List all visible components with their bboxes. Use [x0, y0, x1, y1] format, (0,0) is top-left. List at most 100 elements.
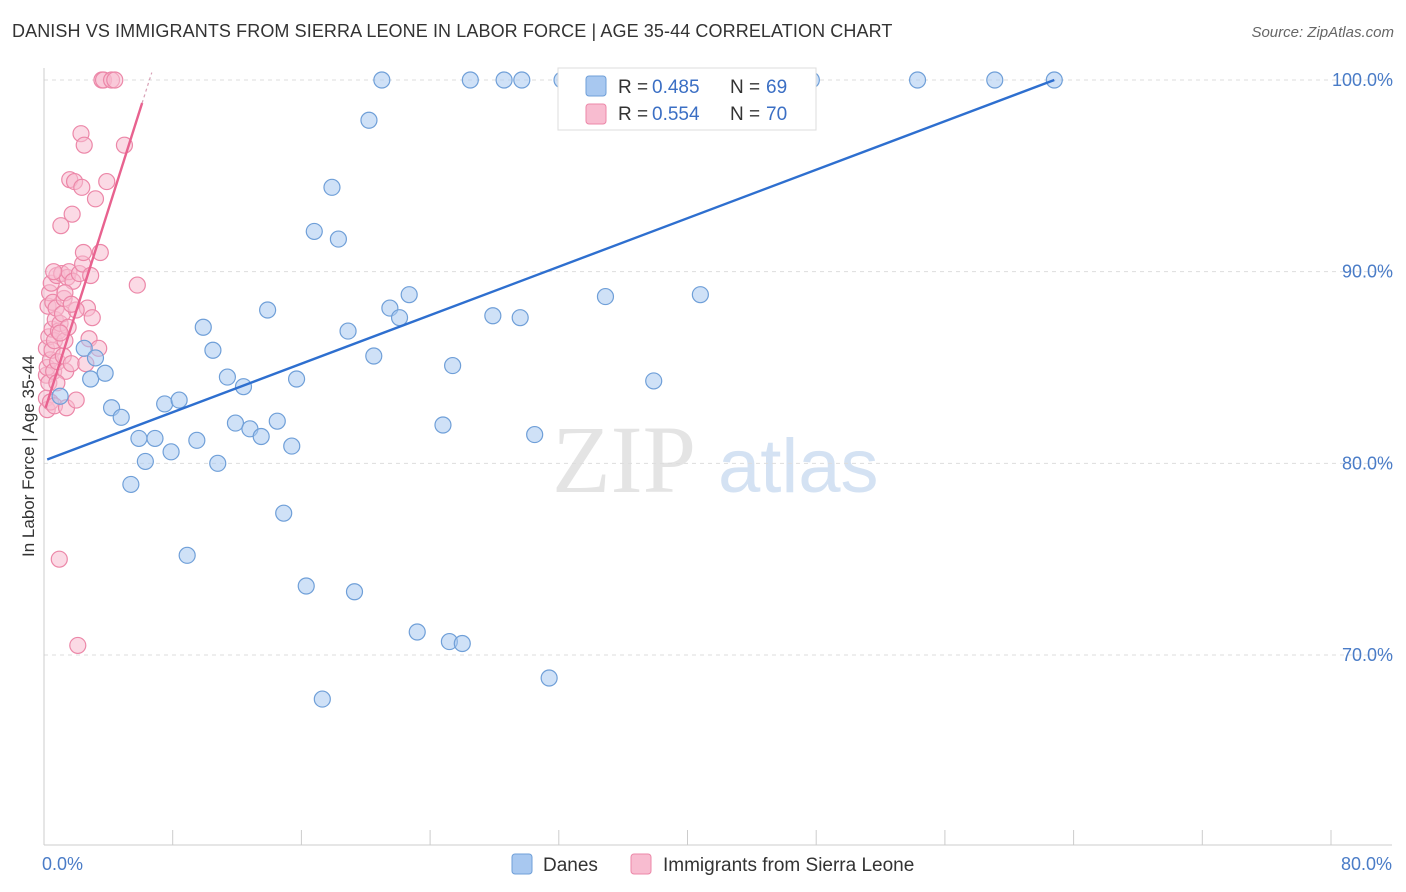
sierra-point-47 [74, 243, 93, 262]
dane-point-4 [96, 364, 114, 382]
y-tick-label-100: 100.0% [1332, 70, 1393, 90]
x-ticks [43, 830, 1332, 845]
dane-point-35 [345, 583, 364, 601]
legend-box: R = 0.485 N = 69 R = 0.554 N = 70 [557, 67, 817, 131]
dane-point-59 [596, 287, 615, 306]
x-tick-label-min: 0.0% [42, 854, 83, 874]
watermark-atlas: atlas [718, 424, 879, 509]
dane-point-1 [75, 339, 93, 357]
dane-point-34 [339, 322, 357, 340]
dane-point-28 [287, 370, 306, 388]
sierra-trend-extension [141, 72, 153, 104]
x-tick-label-max: 80.0% [1341, 854, 1392, 874]
legend-swatch-sierra [585, 103, 607, 125]
sierra-point-38 [63, 205, 81, 223]
sierra-point-42 [69, 636, 87, 655]
dane-point-26 [275, 504, 293, 522]
dane-point-13 [170, 391, 188, 409]
dane-point-24 [259, 301, 277, 319]
dane-point-36 [360, 111, 378, 129]
dane-point-48 [484, 307, 502, 325]
dane-point-61 [645, 372, 663, 390]
sierra-point-41 [67, 391, 85, 409]
dane-point-15 [188, 431, 206, 449]
bottom-legend-swatch-sierra [630, 853, 652, 875]
dane-point-7 [122, 475, 140, 494]
dane-point-50 [511, 309, 529, 327]
bottom-legend: Danes Immigrants from Sierra Leone [511, 853, 914, 876]
dane-point-52 [526, 425, 544, 444]
source-label: Source: ZipAtlas.com [1251, 24, 1394, 41]
trend-lines [44, 72, 1055, 461]
sierra-point-23 [50, 550, 68, 568]
y-tick-label-90: 90.0% [1342, 262, 1393, 282]
dane-point-30 [305, 222, 323, 241]
sierra-point-37 [62, 355, 80, 373]
sierra-point-52 [83, 309, 101, 327]
dane-point-11 [156, 395, 174, 413]
dane-point-6 [112, 408, 130, 426]
dane-point-2 [82, 370, 100, 388]
y-tick-labels: 70.0% 80.0% 90.0% 100.0% [1332, 70, 1393, 665]
danes-points [51, 71, 1063, 708]
dane-point-66 [908, 71, 927, 89]
sierra-point-62 [128, 276, 146, 294]
sierra-point-25 [52, 217, 70, 235]
dane-point-31 [313, 690, 331, 708]
chart-title: DANISH VS IMMIGRANTS FROM SIERRA LEONE I… [12, 21, 893, 41]
dane-point-20 [226, 414, 245, 432]
watermark-zip: ZIP [552, 406, 696, 513]
dane-point-19 [218, 368, 236, 386]
legend-n-value-danes: 69 [766, 77, 787, 98]
legend-r-value-sierra: 0.554 [652, 104, 700, 125]
dane-point-33 [329, 230, 348, 248]
dane-point-40 [390, 309, 409, 327]
dane-point-32 [323, 178, 341, 196]
sierra-point-53 [86, 190, 105, 208]
legend-n-label-danes: N = [730, 77, 760, 98]
bottom-legend-label-sierra: Immigrants from Sierra Leone [663, 855, 914, 876]
dane-point-46 [453, 634, 471, 653]
legend-r-label-sierra: R = [618, 104, 648, 125]
dane-point-51 [513, 71, 531, 89]
legend-n-value-sierra: 70 [766, 104, 787, 125]
dane-point-12 [162, 443, 180, 461]
dane-point-16 [194, 318, 212, 336]
legend-swatch-danes [585, 75, 607, 97]
dane-point-45 [444, 356, 462, 375]
dane-point-18 [209, 454, 227, 472]
sierra-point-63 [51, 324, 69, 342]
dane-point-53 [540, 669, 558, 687]
bottom-legend-swatch-danes [511, 853, 533, 875]
sierra-point-67 [45, 263, 63, 281]
sierra-point-58 [98, 172, 116, 191]
sierra-point-60 [106, 71, 124, 89]
dane-point-25 [268, 412, 286, 430]
y-tick-label-70: 70.0% [1342, 645, 1393, 665]
dane-point-14 [178, 546, 196, 564]
dane-point-9 [136, 452, 154, 471]
dane-trend-line [46, 78, 1055, 461]
dane-point-3 [86, 349, 105, 367]
dane-point-27 [283, 437, 301, 455]
dane-point-23 [252, 427, 270, 446]
dane-point-43 [434, 416, 452, 434]
legend-n-label-sierra: N = [730, 104, 760, 125]
dane-point-29 [297, 577, 315, 595]
y-axis-label: In Labor Force | Age 35-44 [19, 355, 38, 557]
dane-point-17 [204, 341, 222, 359]
dane-point-0 [51, 387, 69, 405]
sierra-trend-line [44, 102, 144, 409]
dane-point-41 [400, 286, 418, 304]
y-tick-label-80: 80.0% [1342, 453, 1393, 473]
dane-point-37 [365, 347, 383, 365]
dane-point-47 [461, 71, 479, 89]
dane-point-42 [408, 623, 426, 641]
legend-r-label-danes: R = [618, 77, 648, 98]
sierra-point-45 [73, 178, 91, 196]
legend-r-value-danes: 0.485 [652, 77, 700, 98]
bottom-legend-label-danes: Danes [543, 855, 598, 876]
dane-point-10 [146, 429, 164, 448]
dane-point-67 [986, 71, 1004, 89]
